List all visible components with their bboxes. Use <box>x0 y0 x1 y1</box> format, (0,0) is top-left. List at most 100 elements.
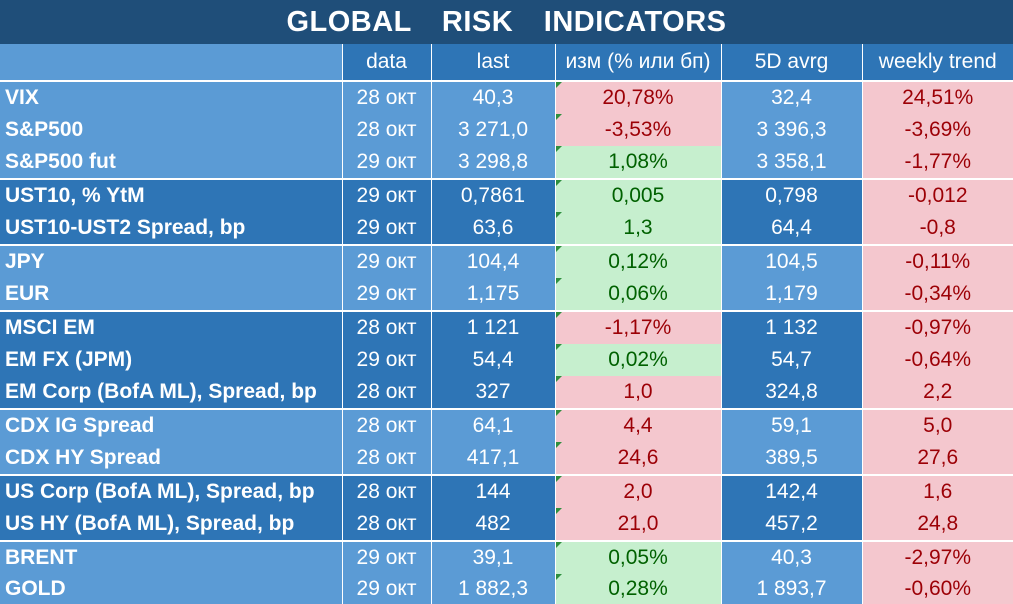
header-indicator <box>0 44 342 82</box>
change-cell: 4,4 <box>554 408 721 442</box>
date-cell: 28 окт <box>341 310 431 344</box>
weekly-trend-cell: -0,8 <box>861 212 1013 245</box>
indicator-name-cell: BRENT <box>0 540 342 574</box>
five-day-avg-cell: 3 396,3 <box>720 114 862 146</box>
weekly-trend-cell: -0,11% <box>861 244 1013 278</box>
change-cell: -3,53% <box>554 114 721 146</box>
weekly-trend-cell: -0,64% <box>861 344 1013 376</box>
five-day-avg-cell: 1 893,7 <box>720 574 862 604</box>
last-value-cell: 1 882,3 <box>430 574 555 604</box>
change-cell: 0,02% <box>554 344 721 376</box>
table-row: US Corp (BofA ML), Spread, bp 28 окт 144 2,… <box>0 474 1013 508</box>
last-value-cell: 144 <box>430 474 555 508</box>
change-cell: 0,06% <box>554 278 721 311</box>
header-last: last <box>430 44 555 82</box>
header-weekly-trend: weekly trend <box>861 44 1013 82</box>
five-day-avg-cell: 40,3 <box>720 540 862 574</box>
indicator-name-cell: S&P500 <box>0 114 342 146</box>
weekly-trend-cell: -0,34% <box>861 278 1013 311</box>
header-row: data last изм (% или бп) 5D avrg weekly … <box>0 44 1013 82</box>
five-day-avg-cell: 54,7 <box>720 344 862 376</box>
indicator-name-cell: VIX <box>0 81 342 114</box>
change-cell: -1,17% <box>554 310 721 344</box>
change-cell: 1,08% <box>554 146 721 179</box>
five-day-avg-cell: 1,179 <box>720 278 862 311</box>
header-date: data <box>341 44 431 82</box>
weekly-trend-cell: -0,97% <box>861 310 1013 344</box>
change-cell: 1,0 <box>554 376 721 409</box>
five-day-avg-cell: 457,2 <box>720 508 862 541</box>
table-row: UST10-UST2 Spread, bp 29 окт 63,6 1,3 64,4 -0… <box>0 212 1013 245</box>
table-row: CDX IG Spread 28 окт 64,1 4,4 59,1 5,0 <box>0 408 1013 442</box>
date-cell: 29 окт <box>341 146 431 179</box>
weekly-trend-cell: -2,97% <box>861 540 1013 574</box>
date-cell: 28 окт <box>341 376 431 409</box>
weekly-trend-cell: -0,012 <box>861 178 1013 212</box>
indicators-table: data last изм (% или бп) 5D avrg weekly … <box>0 44 1013 604</box>
five-day-avg-cell: 64,4 <box>720 212 862 245</box>
five-day-avg-cell: 104,5 <box>720 244 862 278</box>
indicator-name-cell: GOLD <box>0 574 342 604</box>
date-cell: 28 окт <box>341 508 431 541</box>
header-change: изм (% или бп) <box>554 44 721 82</box>
indicator-name-cell: EM FX (JPM) <box>0 344 342 376</box>
indicator-name-cell: MSCI EM <box>0 310 342 344</box>
table-row: BRENT 29 окт 39,1 0,05% 40,3 -2,97% <box>0 540 1013 574</box>
change-cell: 24,6 <box>554 442 721 475</box>
date-cell: 29 окт <box>341 212 431 245</box>
date-cell: 29 окт <box>341 278 431 311</box>
last-value-cell: 1 121 <box>430 310 555 344</box>
table-row: EUR 29 окт 1,175 0,06% 1,179 -0,34% <box>0 278 1013 311</box>
table-row: CDX HY Spread 28 окт 417,1 24,6 389,5 27,6 <box>0 442 1013 475</box>
weekly-trend-cell: -1,77% <box>861 146 1013 179</box>
change-cell: 0,05% <box>554 540 721 574</box>
weekly-trend-cell: 24,51% <box>861 81 1013 114</box>
indicator-name-cell: US Corp (BofA ML), Spread, bp <box>0 474 342 508</box>
last-value-cell: 64,1 <box>430 408 555 442</box>
five-day-avg-cell: 0,798 <box>720 178 862 212</box>
last-value-cell: 327 <box>430 376 555 409</box>
indicator-name-cell: EM Corp (BofA ML), Spread, bp <box>0 376 342 409</box>
change-cell: 1,3 <box>554 212 721 245</box>
five-day-avg-cell: 59,1 <box>720 408 862 442</box>
five-day-avg-cell: 32,4 <box>720 81 862 114</box>
change-cell: 2,0 <box>554 474 721 508</box>
last-value-cell: 1,175 <box>430 278 555 311</box>
indicator-name-cell: UST10, % YtM <box>0 178 342 212</box>
header-5d-avg: 5D avrg <box>720 44 862 82</box>
indicator-name-cell: CDX HY Spread <box>0 442 342 475</box>
table-row: S&P500 28 окт 3 271,0 -3,53% 3 396,3 -3,69% <box>0 114 1013 146</box>
weekly-trend-cell: -3,69% <box>861 114 1013 146</box>
weekly-trend-cell: 5,0 <box>861 408 1013 442</box>
table-row: US HY (BofA ML), Spread, bp 28 окт 482 21,0… <box>0 508 1013 541</box>
table-row: JPY 29 окт 104,4 0,12% 104,5 -0,11% <box>0 244 1013 278</box>
five-day-avg-cell: 324,8 <box>720 376 862 409</box>
last-value-cell: 39,1 <box>430 540 555 574</box>
weekly-trend-cell: -0,60% <box>861 574 1013 604</box>
date-cell: 28 окт <box>341 81 431 114</box>
indicator-name-cell: S&P500 fut <box>0 146 342 179</box>
table-row: VIX 28 окт 40,3 20,78% 32,4 24,51% <box>0 81 1013 114</box>
indicator-name-cell: US HY (BofA ML), Spread, bp <box>0 508 342 541</box>
five-day-avg-cell: 1 132 <box>720 310 862 344</box>
last-value-cell: 54,4 <box>430 344 555 376</box>
indicator-name-cell: UST10-UST2 Spread, bp <box>0 212 342 245</box>
date-cell: 29 окт <box>341 178 431 212</box>
table-row: GOLD 29 окт 1 882,3 0,28% 1 893,7 -0,60% <box>0 574 1013 604</box>
last-value-cell: 3 271,0 <box>430 114 555 146</box>
table-row: MSCI EM 28 окт 1 121 -1,17% 1 132 -0,97% <box>0 310 1013 344</box>
table-row: EM FX (JPM) 29 окт 54,4 0,02% 54,7 -0,64% <box>0 344 1013 376</box>
five-day-avg-cell: 142,4 <box>720 474 862 508</box>
weekly-trend-cell: 27,6 <box>861 442 1013 475</box>
table-row: S&P500 fut 29 окт 3 298,8 1,08% 3 358,1 -1,77… <box>0 146 1013 179</box>
indicator-name-cell: JPY <box>0 244 342 278</box>
date-cell: 29 окт <box>341 244 431 278</box>
last-value-cell: 417,1 <box>430 442 555 475</box>
date-cell: 28 окт <box>341 474 431 508</box>
indicator-name-cell: CDX IG Spread <box>0 408 342 442</box>
date-cell: 28 окт <box>341 408 431 442</box>
five-day-avg-cell: 389,5 <box>720 442 862 475</box>
weekly-trend-cell: 1,6 <box>861 474 1013 508</box>
sheet-title: GLOBAL RISK INDICATORS <box>0 0 1013 44</box>
